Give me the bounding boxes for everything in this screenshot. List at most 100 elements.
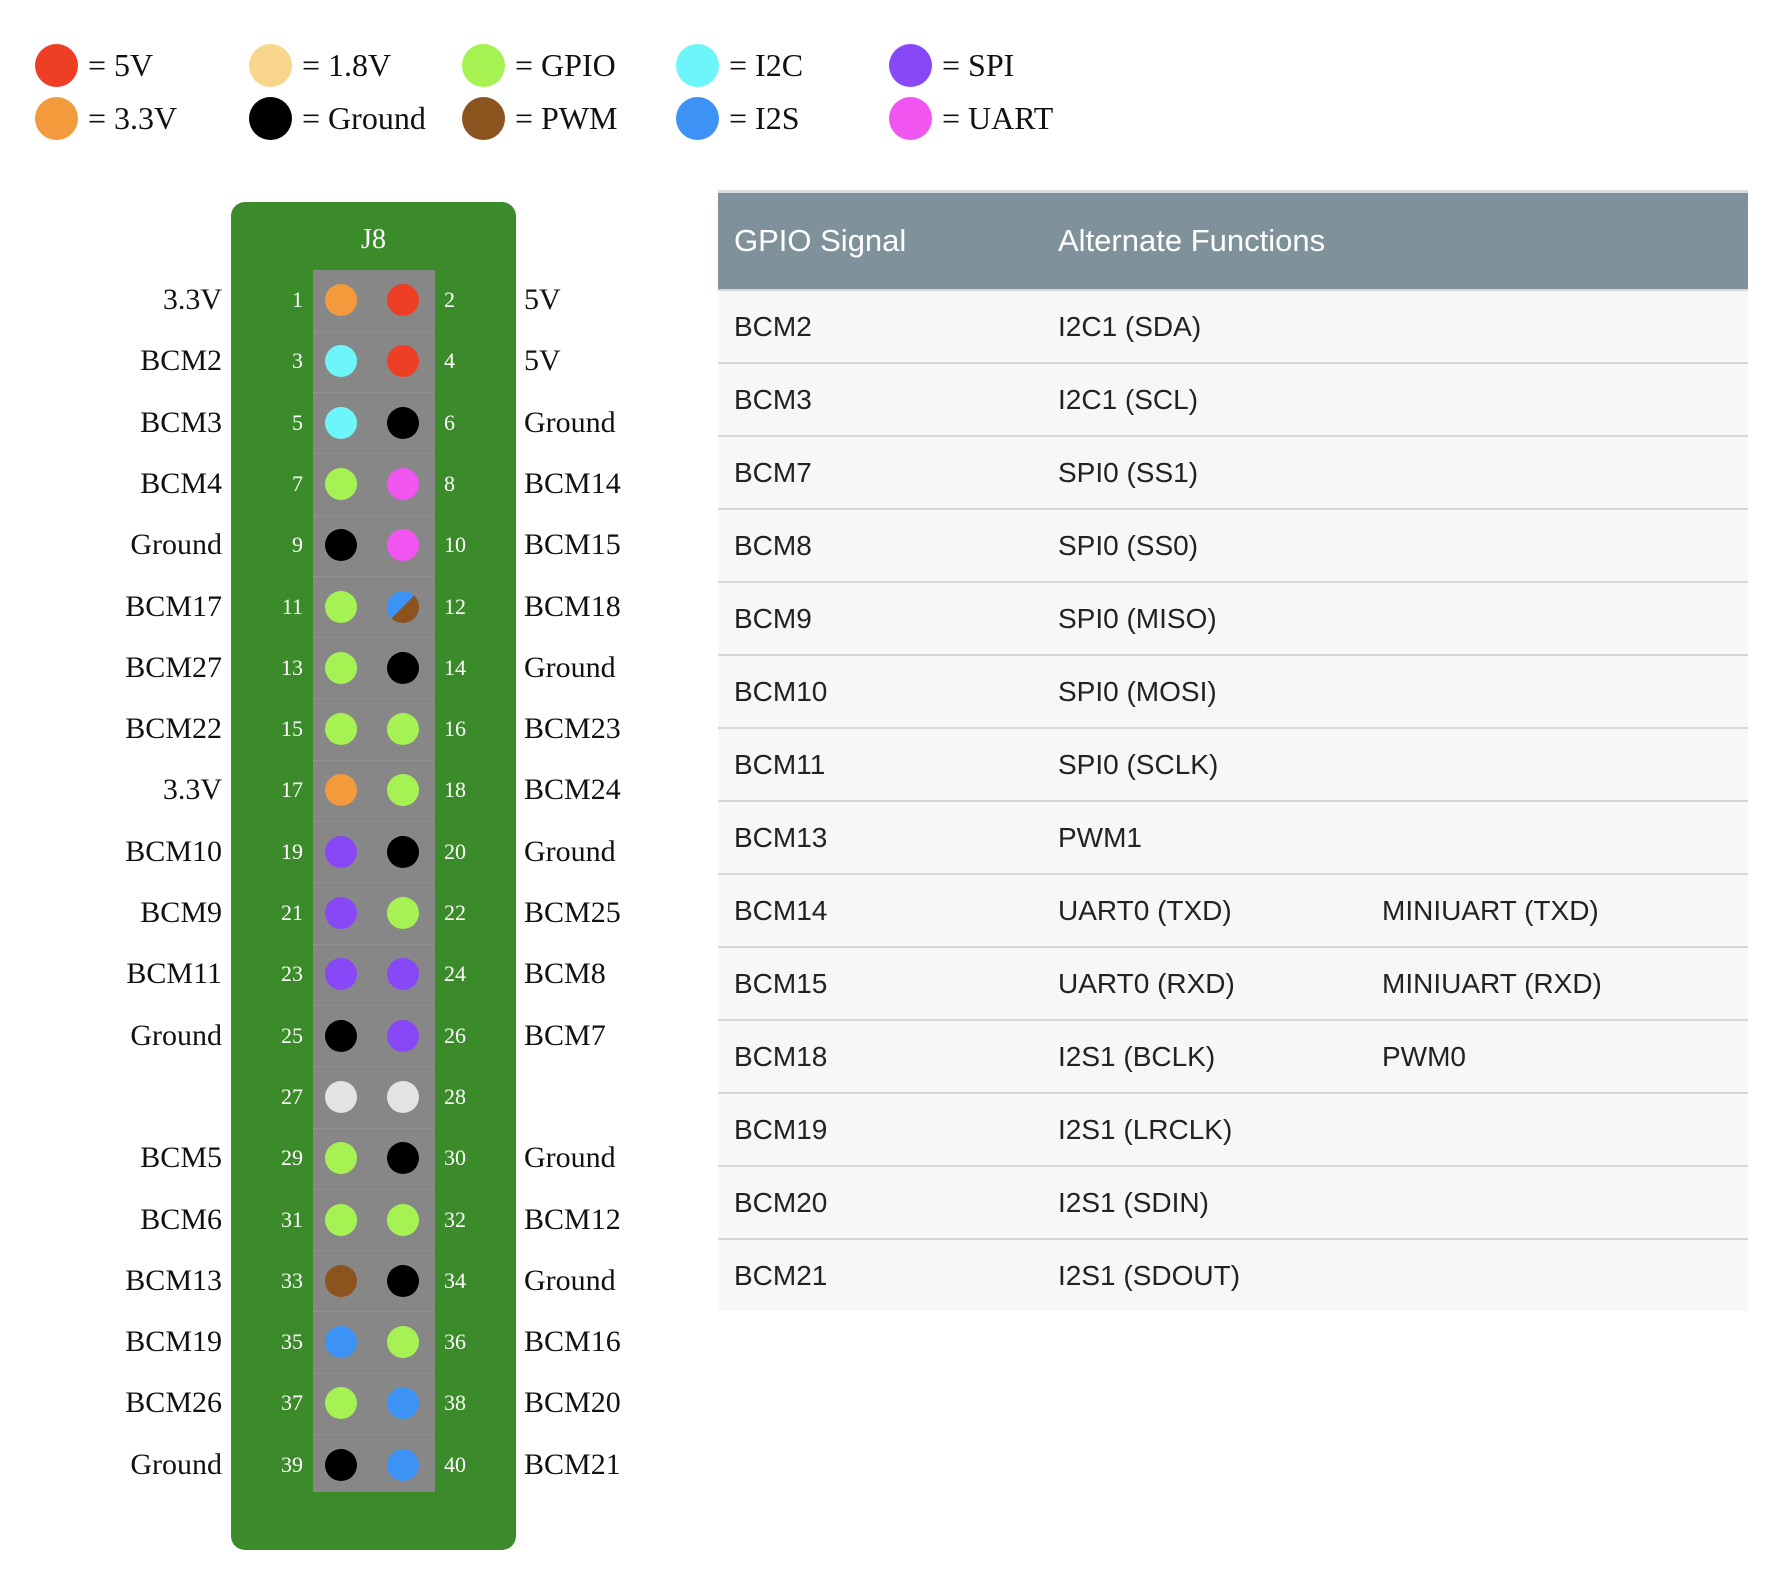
pin-number: 40 bbox=[444, 1451, 466, 1477]
legend-swatch bbox=[249, 96, 292, 140]
legend-item: = 3.3V bbox=[35, 93, 177, 143]
pin-label: BCM12 bbox=[524, 1202, 621, 1236]
pin-2 bbox=[387, 284, 419, 316]
pin-label: BCM9 bbox=[140, 896, 222, 929]
legend-swatch bbox=[462, 96, 505, 140]
alternate-functions-table: GPIO Signal Alternate Functions BCM2 I2C1… bbox=[718, 190, 1748, 1311]
pin-number: 38 bbox=[444, 1390, 466, 1416]
pin-number: 34 bbox=[444, 1267, 466, 1293]
legend-label: = Ground bbox=[302, 99, 426, 136]
legend-label: = UART bbox=[942, 99, 1054, 136]
pin-label: BCM16 bbox=[524, 1325, 621, 1359]
row-separator bbox=[313, 637, 435, 639]
pin-label: BCM3 bbox=[140, 405, 222, 439]
pin-number: 23 bbox=[281, 961, 303, 987]
row-separator bbox=[313, 1372, 435, 1374]
table-cell: BCM14 bbox=[734, 895, 828, 926]
pin-19 bbox=[325, 835, 357, 868]
pin-label: Ground bbox=[524, 1263, 616, 1297]
table-row: BCM20 I2S1 (SDIN) bbox=[718, 1165, 1748, 1238]
pin-37 bbox=[325, 1387, 357, 1420]
header-title: J8 bbox=[361, 224, 386, 255]
pin-17 bbox=[325, 774, 357, 807]
pin-label: Ground bbox=[130, 1447, 222, 1481]
pin-10 bbox=[387, 529, 419, 562]
legend-swatch bbox=[249, 43, 292, 87]
pin-label: BCM27 bbox=[125, 650, 222, 684]
table-cell: MINIUART (TXD) bbox=[1382, 895, 1599, 926]
legend-item: = GPIO bbox=[462, 40, 616, 90]
table-row: BCM21 I2S1 (SDOUT) bbox=[718, 1238, 1748, 1311]
legend-item: = Ground bbox=[249, 93, 426, 143]
row-separator bbox=[313, 759, 435, 761]
pin-label: BCM19 bbox=[125, 1325, 222, 1359]
pin-number: 33 bbox=[281, 1267, 303, 1293]
pin-label: BCM17 bbox=[125, 589, 222, 623]
pin-number: 35 bbox=[281, 1329, 303, 1355]
table-cell: SPI0 (SCLK) bbox=[1058, 749, 1219, 780]
legend-label: = I2S bbox=[729, 99, 800, 136]
pin-label: Ground bbox=[130, 528, 222, 562]
pin-number: 30 bbox=[444, 1145, 466, 1171]
pin-39 bbox=[325, 1448, 357, 1481]
pin-number: 31 bbox=[281, 1206, 303, 1232]
pin-38 bbox=[387, 1387, 419, 1420]
row-separator bbox=[313, 330, 435, 332]
color-legend: = 5V = 3.3V = 1.8V = Ground = GPIO = PWM = I2C… bbox=[35, 40, 1135, 150]
pin-21 bbox=[325, 897, 357, 929]
pin-label: Ground bbox=[524, 834, 616, 868]
table-cell: SPI0 (SS0) bbox=[1058, 530, 1199, 561]
pin-31 bbox=[325, 1203, 357, 1236]
pin-label: BCM13 bbox=[125, 1263, 222, 1297]
pin-number: 7 bbox=[292, 470, 303, 496]
table-cell: I2S1 (SDIN) bbox=[1058, 1187, 1209, 1218]
pin-number: 20 bbox=[444, 838, 466, 864]
table-header: GPIO Signal Alternate Functions bbox=[718, 190, 1748, 289]
pin-number: 9 bbox=[292, 532, 303, 558]
legend-item: = UART bbox=[889, 93, 1053, 143]
table-row: BCM13 PWM1 bbox=[718, 800, 1748, 873]
legend-label: = 3.3V bbox=[88, 99, 178, 136]
legend-swatch bbox=[462, 43, 505, 87]
pin-number: 4 bbox=[444, 348, 455, 374]
pin-label: BCM15 bbox=[524, 528, 621, 562]
table-row: BCM3 I2C1 (SCL) bbox=[718, 362, 1748, 435]
pin-9 bbox=[325, 529, 357, 562]
legend-item: = I2C bbox=[676, 40, 803, 90]
pin-label: BCM22 bbox=[125, 712, 222, 746]
table-cell: BCM15 bbox=[734, 968, 828, 999]
table-cell: BCM8 bbox=[734, 530, 812, 561]
pin-26 bbox=[387, 1019, 419, 1052]
table-cell: BCM20 bbox=[734, 1187, 828, 1218]
legend-swatch bbox=[676, 43, 719, 87]
pin-22 bbox=[387, 897, 419, 929]
pin-label: 5V bbox=[524, 344, 561, 378]
legend-label: = 5V bbox=[88, 46, 154, 83]
table-cell: BCM9 bbox=[734, 603, 812, 634]
pin-number: 37 bbox=[281, 1390, 303, 1416]
table-cell: I2S1 (SDOUT) bbox=[1058, 1260, 1241, 1291]
legend-label: = GPIO bbox=[515, 46, 616, 83]
pin-number: 19 bbox=[281, 838, 303, 864]
table-cell: I2C1 (SDA) bbox=[1058, 311, 1202, 342]
pin-4 bbox=[387, 345, 419, 378]
table-cell: MINIUART (RXD) bbox=[1382, 968, 1602, 999]
legend-label: = PWM bbox=[515, 99, 618, 136]
pin-number: 10 bbox=[444, 532, 466, 558]
pin-36 bbox=[387, 1326, 419, 1359]
pin-8 bbox=[387, 467, 419, 500]
table-cell: BCM21 bbox=[734, 1260, 828, 1291]
pin-label: BCM14 bbox=[524, 466, 621, 500]
pin-label: 3.3V bbox=[162, 773, 222, 807]
pin-16 bbox=[387, 713, 419, 746]
pin-label: BCM11 bbox=[126, 957, 222, 991]
legend-swatch bbox=[676, 96, 719, 140]
pin-number: 11 bbox=[281, 593, 303, 619]
row-separator bbox=[313, 882, 435, 884]
pin-number: 1 bbox=[292, 287, 303, 312]
pin-label: Ground bbox=[524, 405, 616, 439]
table-row: BCM11 SPI0 (SCLK) bbox=[718, 727, 1748, 800]
pin-number: 2 bbox=[444, 287, 455, 312]
pin-label: BCM10 bbox=[125, 834, 222, 868]
table-cell: SPI0 (MISO) bbox=[1058, 603, 1217, 634]
